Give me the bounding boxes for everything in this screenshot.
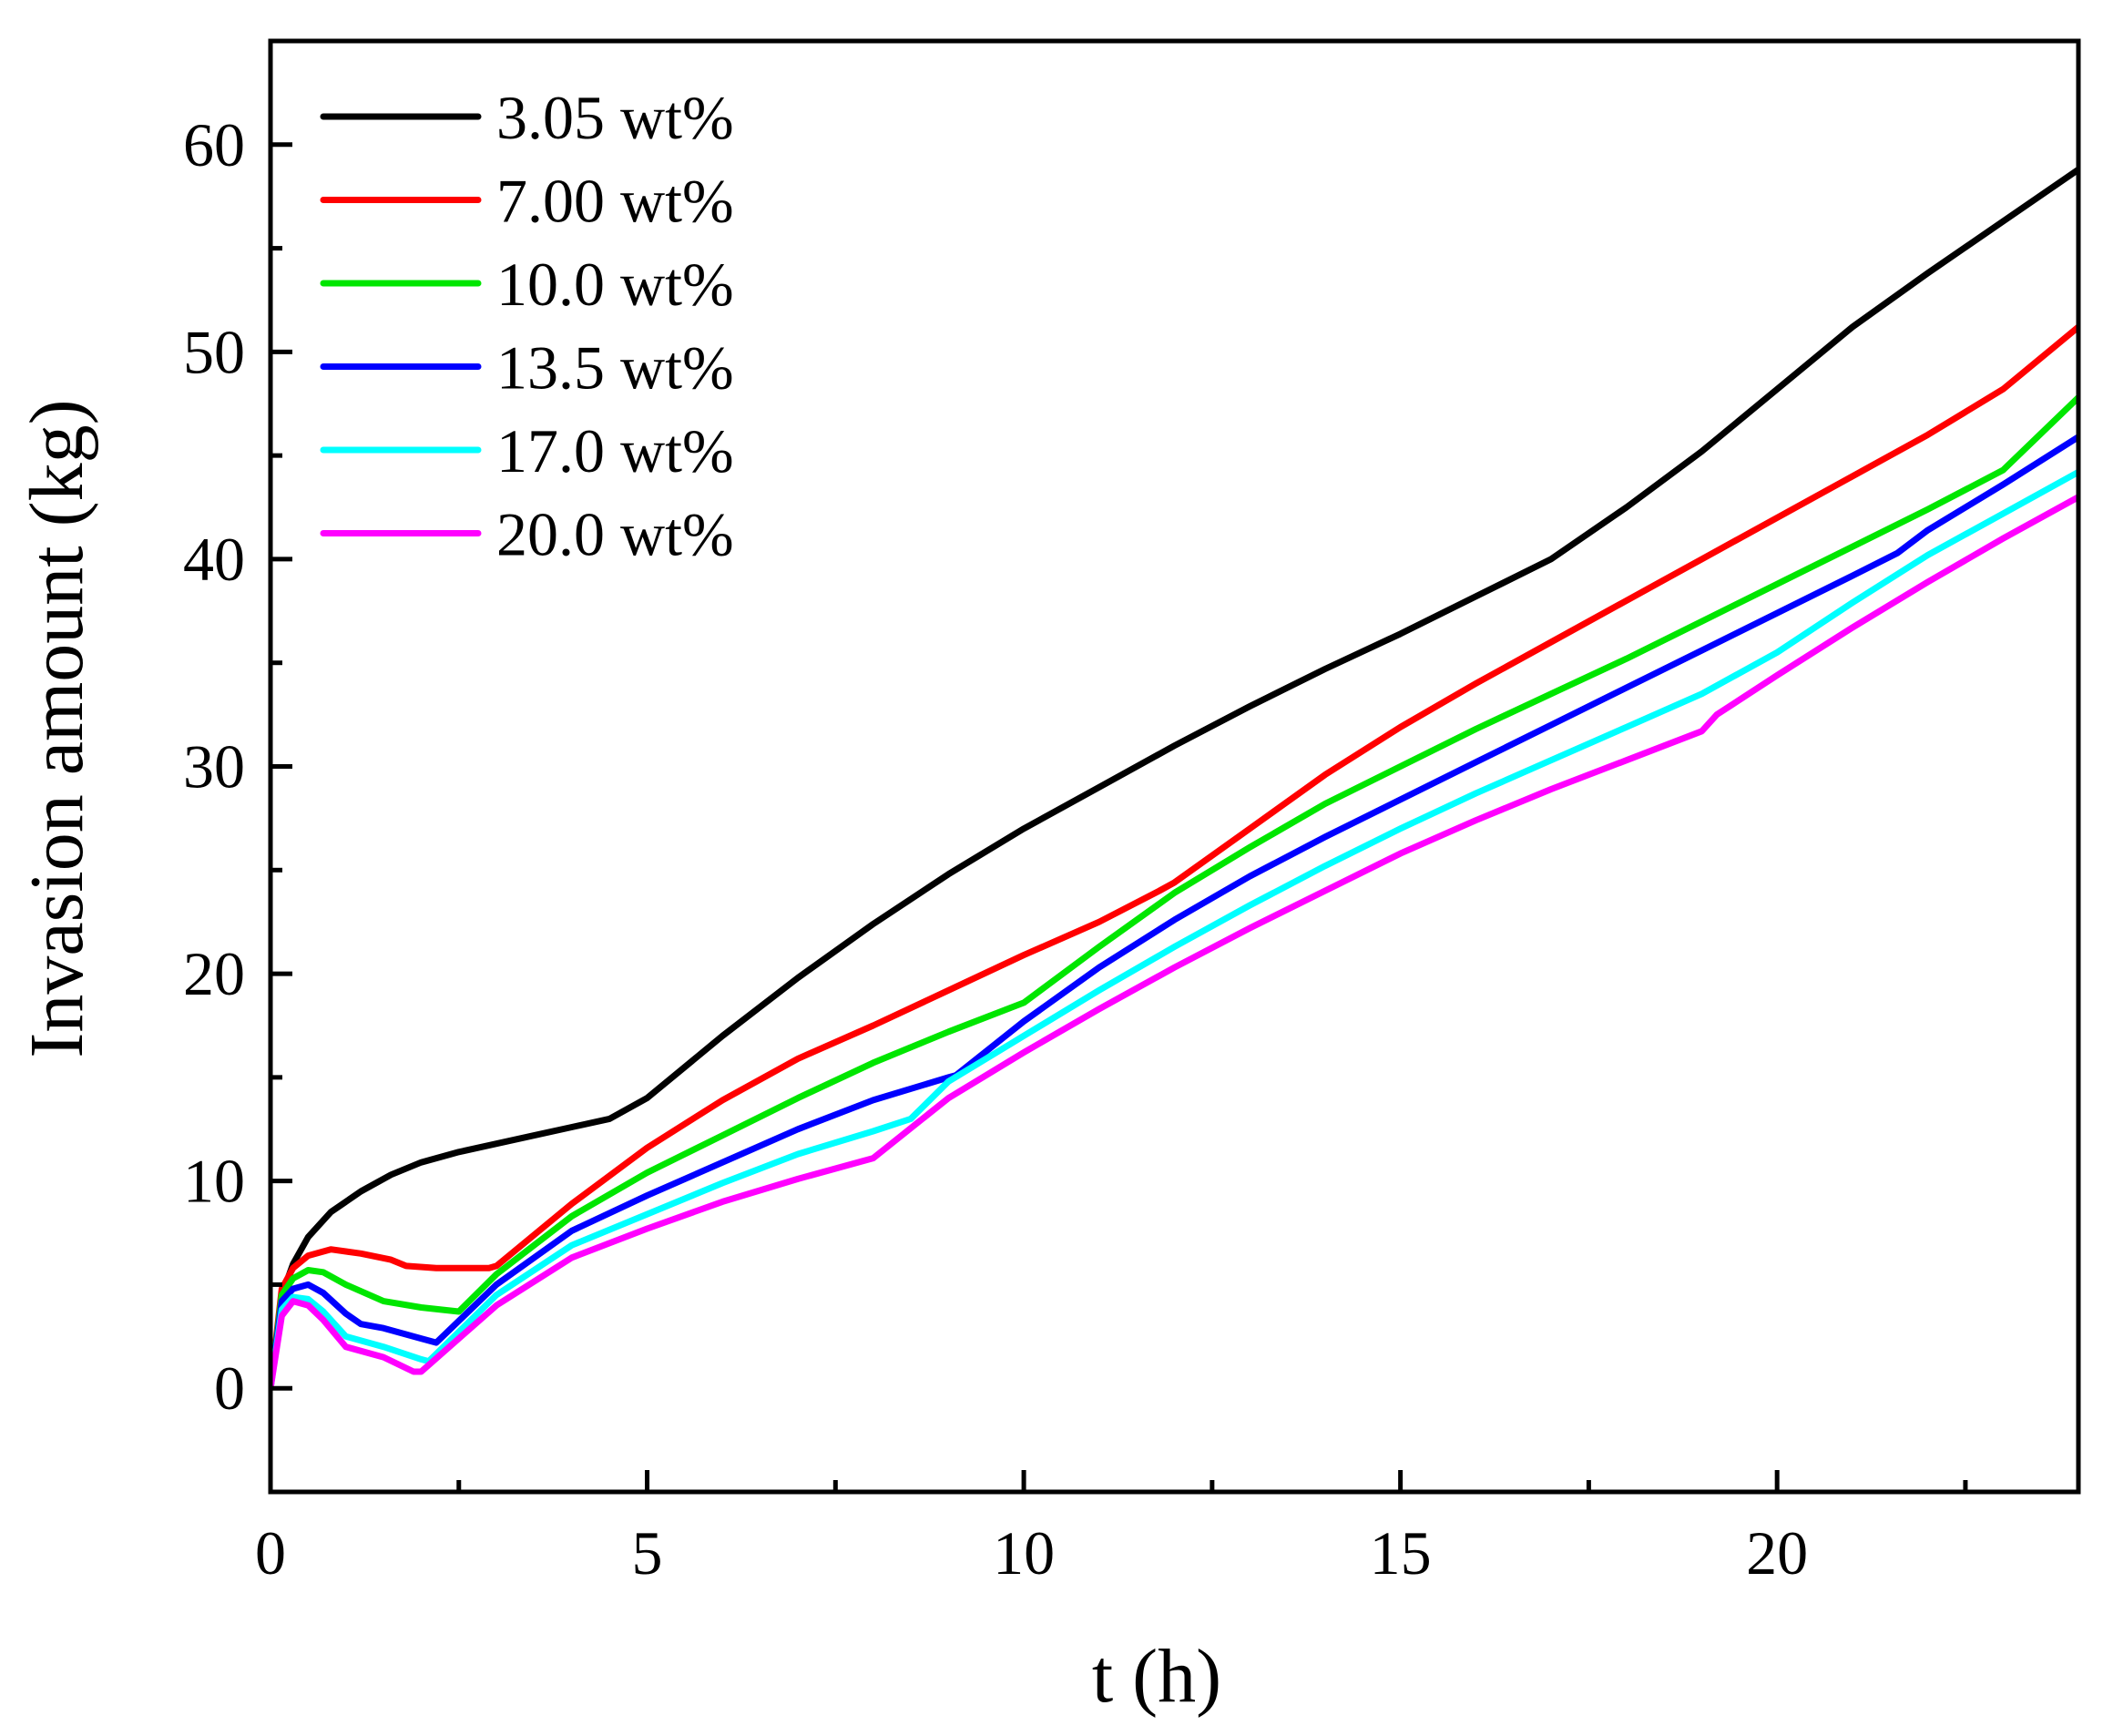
legend-label-5: 17.0 wt%	[496, 416, 734, 485]
x-tick-label: 15	[1370, 1518, 1432, 1588]
y-tick-label: 20	[183, 939, 245, 1008]
y-axis-title: Invasion amount (kg)	[15, 399, 99, 1057]
y-tick-label: 0	[214, 1353, 245, 1423]
y-tick-label: 60	[183, 110, 245, 179]
y-tick-label: 10	[183, 1147, 245, 1216]
x-tick-label: 10	[993, 1518, 1055, 1588]
legend-label-4: 13.5 wt%	[496, 333, 734, 403]
series-line-1	[271, 166, 2078, 1392]
x-tick-label: 0	[255, 1518, 286, 1588]
series-line-3	[271, 393, 2078, 1392]
legend: 3.05 wt% 7.00 wt% 10.0 wt% 13.5 wt% 17.0 wt%…	[320, 83, 734, 569]
legend-label-2: 7.00 wt%	[496, 167, 734, 236]
y-tick-label: 40	[183, 525, 245, 594]
y-tick-label: 50	[183, 317, 245, 386]
axes-layer: 0 5 10 15 20 0 10 20 30 40 50 60	[183, 38, 2081, 1588]
x-axis-title: t (h)	[1092, 1634, 1221, 1719]
x-tick-label: 20	[1746, 1518, 1808, 1588]
series-line-6	[271, 494, 2078, 1392]
legend-label-1: 3.05 wt%	[496, 83, 734, 152]
series-line-5	[271, 468, 2078, 1392]
legend-label-6: 20.0 wt%	[496, 500, 734, 569]
series-layer	[271, 166, 2078, 1392]
y-tick-label: 30	[183, 732, 245, 802]
series-line-2	[271, 323, 2078, 1392]
legend-label-3: 10.0 wt%	[496, 250, 734, 319]
x-tick-label: 5	[632, 1518, 663, 1588]
